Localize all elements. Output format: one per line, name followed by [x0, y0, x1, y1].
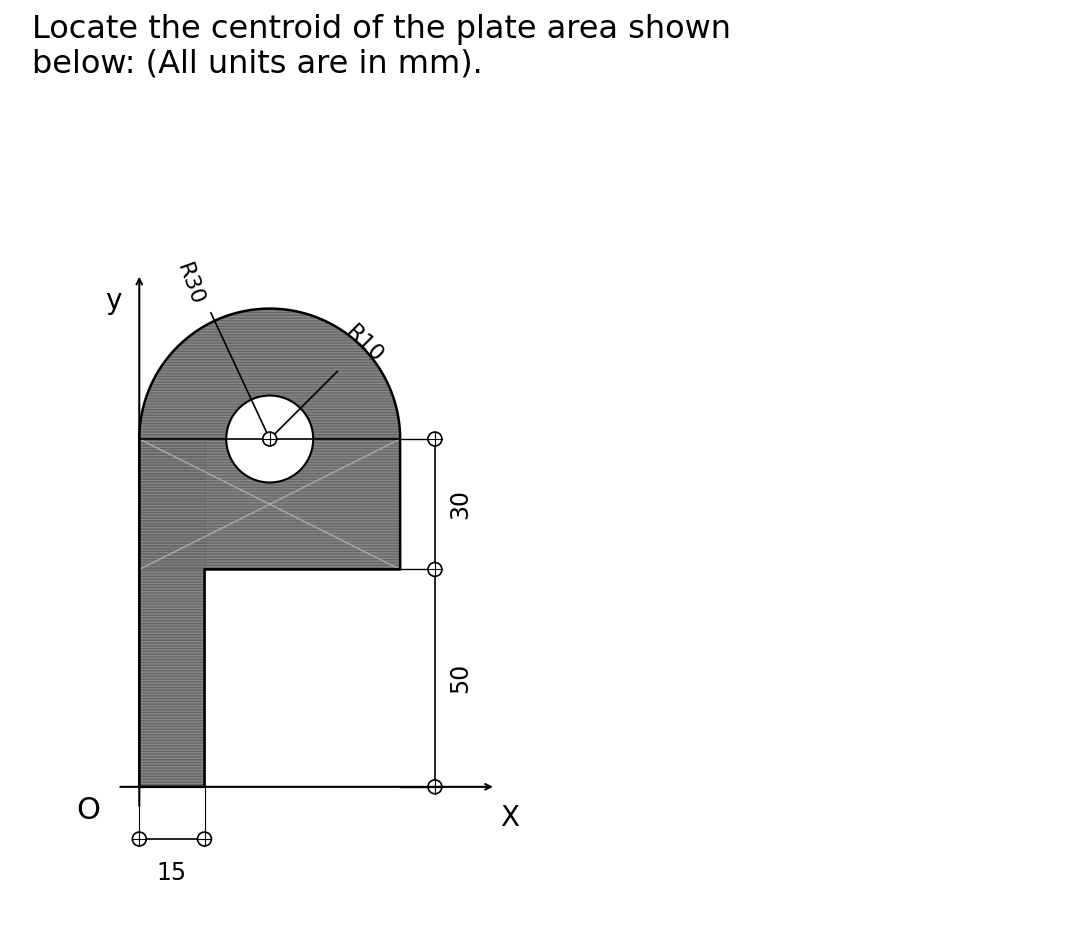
Circle shape	[133, 832, 146, 846]
Bar	[139, 439, 204, 787]
Circle shape	[428, 432, 442, 446]
Text: X: X	[500, 804, 519, 832]
Circle shape	[262, 432, 276, 446]
Text: Locate the centroid of the plate area shown: Locate the centroid of the plate area sh…	[32, 14, 731, 45]
Text: R30: R30	[173, 260, 206, 309]
Text: below: (All units are in mm).: below: (All units are in mm).	[32, 49, 483, 80]
Bar	[139, 439, 204, 787]
Circle shape	[428, 780, 442, 794]
Text: 30: 30	[448, 490, 472, 519]
Text: 50: 50	[448, 663, 472, 694]
Text: O: O	[77, 796, 100, 825]
Polygon shape	[139, 309, 401, 439]
Circle shape	[428, 563, 442, 577]
Text: 15: 15	[157, 861, 187, 885]
Text: y: y	[106, 286, 122, 314]
Text: R10: R10	[341, 322, 387, 367]
Circle shape	[198, 832, 212, 846]
Circle shape	[226, 396, 313, 482]
Bar	[139, 439, 401, 569]
Bar	[139, 439, 401, 569]
